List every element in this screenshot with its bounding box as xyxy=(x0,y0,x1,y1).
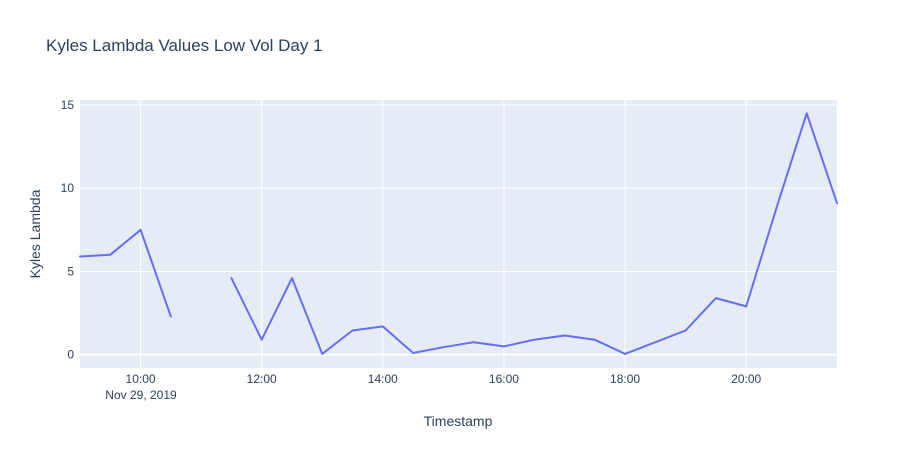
gridlines xyxy=(80,100,837,368)
y-tick-label: 0 xyxy=(67,348,74,362)
y-tick-label: 15 xyxy=(61,98,75,112)
x-tick-label: 16:00 xyxy=(489,372,519,386)
y-tick-label: 5 xyxy=(67,264,74,278)
series-lines xyxy=(79,112,838,355)
x-tick-label: 10:00 xyxy=(126,372,156,386)
x-axis-date-label: Nov 29, 2019 xyxy=(105,388,177,402)
plot-area xyxy=(80,100,837,368)
y-tick-label: 10 xyxy=(61,181,75,195)
x-axis-ticks: 10:00 12:00 14:00 16:00 18:00 20:00 xyxy=(126,372,762,386)
series-line-segment xyxy=(79,228,172,318)
x-tick-label: 20:00 xyxy=(731,372,761,386)
y-axis-title: Kyles Lambda xyxy=(27,189,43,278)
series-line-segment xyxy=(230,112,838,355)
x-tick-label: 18:00 xyxy=(610,372,640,386)
x-axis-title: Timestamp xyxy=(424,413,493,429)
chart-title: Kyles Lambda Values Low Vol Day 1 xyxy=(46,36,323,55)
y-axis-ticks: 0 5 10 15 xyxy=(61,98,75,362)
x-tick-label: 12:00 xyxy=(247,372,277,386)
x-tick-label: 14:00 xyxy=(368,372,398,386)
